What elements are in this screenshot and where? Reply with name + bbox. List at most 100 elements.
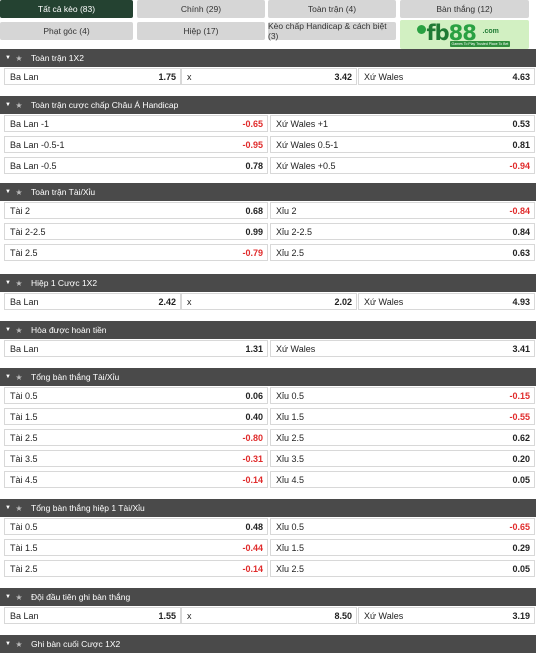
odds-cell[interactable]: Xỉu 3.5 0.20 bbox=[270, 450, 535, 467]
odds-cell[interactable]: Tài 0.5 0.06 bbox=[4, 387, 268, 404]
tab-0[interactable]: Tất cả kèo (83) bbox=[0, 0, 133, 18]
odds-value: 8.50 bbox=[334, 610, 352, 621]
odds-cell[interactable]: Xứ Wales 0.5-1 0.81 bbox=[270, 136, 535, 153]
odds-cell[interactable]: Xỉu 0.5 -0.15 bbox=[270, 387, 535, 404]
odds-cell[interactable]: Ba Lan -1 -0.65 bbox=[4, 115, 268, 132]
star-icon[interactable]: ★ bbox=[15, 325, 23, 335]
star-icon[interactable]: ★ bbox=[15, 372, 23, 382]
odds-value: 0.63 bbox=[512, 247, 530, 258]
section-header[interactable]: ▼ ★ Toàn trận 1X2 bbox=[0, 49, 536, 67]
section-header[interactable]: ▼ ★ Hiệp 1 Cược 1X2 bbox=[0, 274, 536, 292]
odds-value: 3.42 bbox=[334, 71, 352, 82]
caret-down-icon[interactable]: ▼ bbox=[5, 374, 11, 380]
section-title: Tổng bàn thắng hiệp 1 Tài/Xỉu bbox=[31, 503, 145, 513]
odds-value: 0.84 bbox=[512, 226, 530, 237]
section-header[interactable]: ▼ ★ Đội đầu tiên ghi bàn thắng bbox=[0, 588, 536, 606]
odds-cell[interactable]: Ba Lan -0.5-1 -0.95 bbox=[4, 136, 268, 153]
market-section: ▼ ★ Toàn trận 1X2 Ba Lan 1.75 x 3.42 Xứ Wales 4.… bbox=[0, 49, 536, 89]
section-header[interactable]: ▼ ★ Hòa được hoàn tiền bbox=[0, 321, 536, 339]
caret-down-icon[interactable]: ▼ bbox=[5, 55, 11, 61]
tab-1[interactable]: Chính (29) bbox=[137, 0, 265, 18]
odds-cell[interactable]: Tài 4.5 -0.14 bbox=[4, 471, 268, 488]
odds-cell[interactable]: Xỉu 0.5 -0.65 bbox=[270, 518, 535, 535]
odds-cell[interactable]: Xỉu 2.5 0.05 bbox=[270, 560, 535, 577]
caret-down-icon[interactable]: ▼ bbox=[5, 102, 11, 108]
caret-down-icon[interactable]: ▼ bbox=[5, 641, 11, 647]
logo-tagline: Games To Play Trusted Place To Bet bbox=[449, 40, 510, 47]
section-title: Toàn trận 1X2 bbox=[31, 53, 84, 63]
tab-2[interactable]: Toàn trận (4) bbox=[268, 0, 396, 18]
tab-3[interactable]: Bàn thắng (12) bbox=[400, 0, 529, 18]
odds-cell[interactable]: Ba Lan 1.75 bbox=[4, 68, 181, 85]
odds-cell[interactable]: Xỉu 2.5 0.62 bbox=[270, 429, 535, 446]
odds-label: Xỉu 1.5 bbox=[276, 542, 305, 553]
odds-cell[interactable]: x 8.50 bbox=[181, 607, 357, 624]
odds-cell[interactable]: Xứ Wales +1 0.53 bbox=[270, 115, 535, 132]
odds-label: Xứ Wales 0.5-1 bbox=[276, 139, 339, 150]
odds-row: Tài 2.5 -0.80 Xỉu 2.5 0.62 bbox=[0, 429, 536, 446]
odds-row: Ba Lan -0.5 0.78 Xứ Wales +0.5 -0.94 bbox=[0, 157, 536, 174]
odds-cell[interactable]: Ba Lan -0.5 0.78 bbox=[4, 157, 268, 174]
odds-cell[interactable]: Xỉu 2.5 0.63 bbox=[270, 244, 535, 261]
tab-5[interactable]: Hiệp (17) bbox=[137, 22, 265, 40]
star-icon[interactable]: ★ bbox=[15, 503, 23, 513]
section-header[interactable]: ▼ ★ Tổng bàn thắng Tài/Xỉu bbox=[0, 368, 536, 386]
odds-label: Tài 3.5 bbox=[10, 453, 38, 464]
odds-value: 0.06 bbox=[245, 390, 263, 401]
odds-label: Ba Lan bbox=[10, 343, 39, 354]
star-icon[interactable]: ★ bbox=[15, 278, 23, 288]
odds-cell[interactable]: Xứ Wales 4.93 bbox=[358, 293, 535, 310]
odds-cell[interactable]: Xỉu 4.5 0.05 bbox=[270, 471, 535, 488]
odds-cell[interactable]: Tài 2.5 -0.80 bbox=[4, 429, 268, 446]
odds-cell[interactable]: Xỉu 1.5 -0.55 bbox=[270, 408, 535, 425]
odds-label: Xỉu 2.5 bbox=[276, 432, 305, 443]
odds-cell[interactable]: Tài 2.5 -0.79 bbox=[4, 244, 268, 261]
caret-down-icon[interactable]: ▼ bbox=[5, 280, 11, 286]
odds-row: Tài 2.5 -0.79 Xỉu 2.5 0.63 bbox=[0, 244, 536, 261]
fb88-logo[interactable]: fb88 .com Games To Play Trusted Place To… bbox=[400, 20, 529, 49]
section-header[interactable]: ▼ ★ Toàn trận cược chấp Châu Á Handicap bbox=[0, 96, 536, 114]
odds-value: 3.19 bbox=[512, 610, 530, 621]
odds-label: Tài 2 bbox=[10, 205, 31, 216]
odds-cell[interactable]: Xứ Wales 3.19 bbox=[358, 607, 535, 624]
odds-cell[interactable]: Tài 1.5 -0.44 bbox=[4, 539, 268, 556]
section-header[interactable]: ▼ ★ Ghi bàn cuối Cược 1X2 bbox=[0, 635, 536, 653]
odds-cell[interactable]: x 3.42 bbox=[181, 68, 357, 85]
star-icon[interactable]: ★ bbox=[15, 187, 23, 197]
section-header[interactable]: ▼ ★ Toàn trận Tài/Xỉu bbox=[0, 183, 536, 201]
odds-cell[interactable]: Tài 2.5 -0.14 bbox=[4, 560, 268, 577]
caret-down-icon[interactable]: ▼ bbox=[5, 505, 11, 511]
tab-6[interactable]: Kèo chấp Handicap & cách biệt (3) bbox=[268, 21, 396, 41]
star-icon[interactable]: ★ bbox=[15, 639, 23, 649]
caret-down-icon[interactable]: ▼ bbox=[5, 189, 11, 195]
odds-cell[interactable]: Ba Lan 2.42 bbox=[4, 293, 181, 310]
odds-cell[interactable]: x 2.02 bbox=[181, 293, 357, 310]
star-icon[interactable]: ★ bbox=[15, 592, 23, 602]
odds-cell[interactable]: Xứ Wales 4.63 bbox=[358, 68, 535, 85]
odds-cell[interactable]: Ba Lan 1.31 bbox=[4, 340, 268, 357]
odds-value: -0.84 bbox=[509, 205, 530, 216]
odds-cell[interactable]: Tài 2-2.5 0.99 bbox=[4, 223, 268, 240]
odds-row: Tài 4.5 -0.14 Xỉu 4.5 0.05 bbox=[0, 471, 536, 488]
odds-cell[interactable]: Xỉu 1.5 0.29 bbox=[270, 539, 535, 556]
odds-cell[interactable]: Tài 2 0.68 bbox=[4, 202, 268, 219]
odds-cell[interactable]: Tài 3.5 -0.31 bbox=[4, 450, 268, 467]
logo-wordmark: fb88 bbox=[426, 20, 477, 45]
star-icon[interactable]: ★ bbox=[15, 100, 23, 110]
odds-cell[interactable]: Xỉu 2-2.5 0.84 bbox=[270, 223, 535, 240]
odds-cell[interactable]: Xứ Wales +0.5 -0.94 bbox=[270, 157, 535, 174]
odds-label: Tài 0.5 bbox=[10, 521, 38, 532]
tab-4[interactable]: Phạt góc (4) bbox=[0, 22, 133, 40]
odds-value: -0.44 bbox=[242, 542, 263, 553]
odds-cell[interactable]: Tài 0.5 0.48 bbox=[4, 518, 268, 535]
caret-down-icon[interactable]: ▼ bbox=[5, 594, 11, 600]
caret-down-icon[interactable]: ▼ bbox=[5, 327, 11, 333]
section-title: Hòa được hoàn tiền bbox=[31, 325, 107, 335]
odds-cell[interactable]: Ba Lan 1.55 bbox=[4, 607, 181, 624]
odds-cell[interactable]: Tài 1.5 0.40 bbox=[4, 408, 268, 425]
odds-row: Tài 2 0.68 Xỉu 2 -0.84 bbox=[0, 202, 536, 219]
section-header[interactable]: ▼ ★ Tổng bàn thắng hiệp 1 Tài/Xỉu bbox=[0, 499, 536, 517]
odds-cell[interactable]: Xứ Wales 3.41 bbox=[270, 340, 535, 357]
odds-cell[interactable]: Xỉu 2 -0.84 bbox=[270, 202, 535, 219]
star-icon[interactable]: ★ bbox=[15, 53, 23, 63]
